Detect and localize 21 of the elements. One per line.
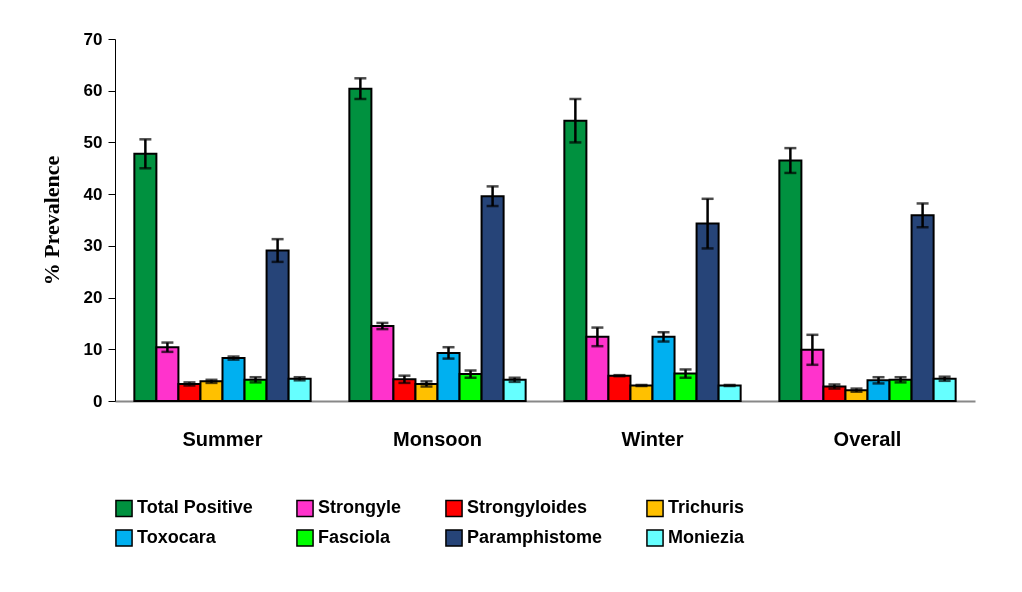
legend-label: Fasciola bbox=[318, 527, 392, 547]
legend-label: Strongyle bbox=[318, 497, 402, 518]
legend-label: Strongyloides bbox=[467, 497, 588, 518]
legend-label: Moniezia bbox=[668, 527, 745, 547]
x-tick-label: Overall bbox=[833, 427, 902, 450]
x-tick-label: Winter bbox=[621, 427, 684, 450]
y-tick-label: 40 bbox=[83, 184, 103, 204]
y-tick-label: 70 bbox=[83, 29, 103, 49]
legend-label: Total Positive bbox=[137, 497, 253, 518]
y-tick-label: 20 bbox=[83, 288, 103, 308]
legend-label: Toxocara bbox=[137, 527, 217, 547]
legend-label: Trichuris bbox=[668, 497, 745, 518]
y-tick-label: 60 bbox=[83, 81, 103, 101]
y-tick-label: 10 bbox=[83, 339, 103, 359]
y-axis-title: % Prevalence bbox=[38, 155, 64, 286]
x-tick-label: Monsoon bbox=[393, 427, 482, 450]
y-tick-label: 0 bbox=[93, 391, 103, 411]
y-tick-label: 50 bbox=[83, 132, 103, 152]
legend-label: Paramphistome bbox=[467, 527, 603, 547]
y-tick-label: 30 bbox=[83, 236, 103, 256]
x-tick-label: Summer bbox=[182, 427, 263, 450]
